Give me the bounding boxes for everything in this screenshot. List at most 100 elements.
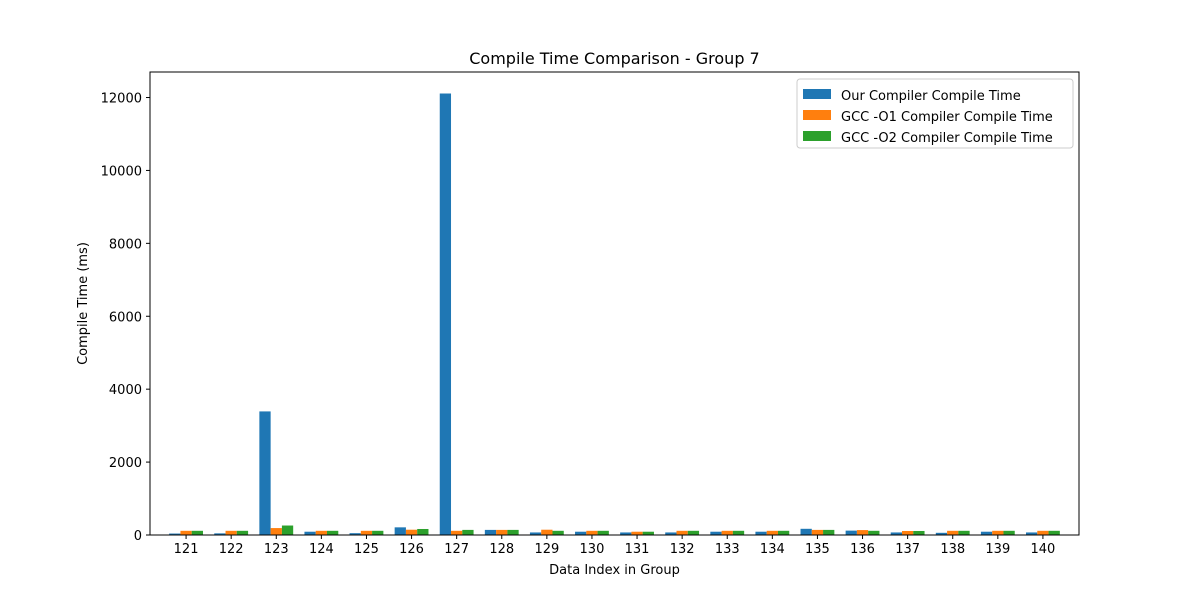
x-tick-label: 135 [805, 542, 830, 557]
x-tick-label: 131 [625, 542, 650, 557]
bar-131-series-3 [642, 531, 654, 535]
x-tick-label: 125 [354, 542, 379, 557]
bar-130-series-2 [586, 530, 598, 535]
x-tick-label: 138 [940, 542, 965, 557]
legend: Our Compiler Compile Time GCC -O1 Compile… [796, 78, 1074, 149]
bar-124-series-1 [304, 531, 316, 535]
bar-124-series-3 [327, 530, 339, 535]
bar-128-series-2 [496, 529, 508, 535]
bar-122-series-3 [236, 530, 249, 535]
bar-127-series-1 [439, 93, 452, 535]
y-tick-label: 8000 [109, 237, 142, 252]
x-tick-label: 139 [985, 542, 1010, 557]
legend-swatch [803, 110, 831, 120]
x-tick-label: 126 [399, 542, 424, 557]
x-axis-label: Data Index in Group [549, 563, 680, 578]
bar-132-series-2 [676, 530, 688, 535]
bar-133-series-2 [721, 530, 733, 535]
bar-125-series-2 [360, 530, 373, 535]
bar-131-series-2 [631, 531, 643, 535]
bar-137-series-3 [913, 530, 925, 535]
legend-swatch [803, 89, 831, 99]
x-tick-label: 122 [219, 542, 244, 557]
bar-125-series-3 [372, 530, 384, 535]
x-tick-label: 133 [715, 542, 740, 557]
bar-133-series-1 [710, 531, 722, 535]
bar-136-series-1 [845, 530, 857, 535]
y-tick-label: 12000 [101, 92, 142, 107]
x-tick-label: 129 [534, 542, 559, 557]
bar-137-series-2 [901, 530, 914, 535]
bar-129-series-2 [541, 529, 553, 535]
bar-124-series-2 [315, 530, 328, 535]
bar-127-series-2 [451, 530, 463, 535]
x-tick-label: 137 [895, 542, 920, 557]
y-axis-ticks: 0 2000 4000 6000 8000 10000 12000 [101, 92, 150, 544]
bar-121-series-2 [180, 530, 192, 535]
bar-137-series-1 [890, 532, 902, 535]
bar-134-series-1 [755, 531, 767, 535]
bar-128-series-1 [484, 529, 497, 535]
bar-138-series-3 [958, 530, 970, 535]
bar-140-series-3 [1048, 530, 1060, 535]
bar-139-series-1 [980, 531, 993, 535]
y-axis-label: Compile Time (ms) [76, 242, 91, 365]
x-tick-label: 123 [264, 542, 289, 557]
bar-134-series-3 [777, 530, 790, 535]
x-tick-label: 136 [850, 542, 875, 557]
bar-125-series-1 [349, 533, 361, 535]
y-tick-label: 0 [134, 529, 142, 544]
bar-138-series-1 [935, 532, 948, 535]
y-tick-label: 10000 [101, 164, 142, 179]
bar-132-series-1 [665, 532, 677, 535]
x-axis-ticks: 121 122 123 124 125 126 127 128 129 130 131 132 133 1… [174, 535, 1056, 557]
bar-136-series-2 [856, 530, 869, 535]
bar-140-series-2 [1037, 530, 1049, 535]
bars-group [169, 93, 1060, 535]
x-tick-label: 127 [444, 542, 469, 557]
bar-135-series-1 [800, 528, 812, 535]
legend-box [796, 78, 1074, 149]
bar-123-series-1 [259, 411, 271, 535]
bar-122-series-2 [225, 530, 237, 535]
bar-134-series-2 [766, 530, 778, 535]
plot-frame [149, 71, 1080, 536]
bar-126-series-1 [394, 527, 406, 535]
legend-label: Our Compiler Compile Time [841, 89, 1021, 104]
bar-136-series-3 [868, 530, 880, 535]
bar-139-series-3 [1003, 530, 1015, 535]
y-tick-label: 6000 [109, 310, 142, 325]
chart-title: Compile Time Comparison - Group 7 [469, 49, 759, 68]
x-tick-label: 140 [1031, 542, 1056, 557]
bar-132-series-3 [687, 530, 700, 535]
bar-122-series-1 [214, 533, 226, 535]
bar-140-series-1 [1026, 532, 1038, 535]
y-tick-label: 4000 [109, 383, 142, 398]
bar-126-series-2 [405, 529, 418, 535]
bar-139-series-2 [992, 530, 1004, 535]
bar-129-series-1 [529, 532, 542, 535]
bar-131-series-1 [620, 532, 632, 535]
x-tick-label: 121 [174, 542, 199, 557]
bar-126-series-3 [417, 528, 429, 535]
y-tick-label: 2000 [109, 456, 142, 471]
legend-label: GCC -O1 Compiler Compile Time [841, 110, 1053, 125]
bar-121-series-1 [169, 533, 181, 535]
bar-127-series-3 [462, 529, 474, 535]
bar-128-series-3 [507, 529, 519, 535]
x-tick-label: 130 [580, 542, 605, 557]
bar-135-series-3 [823, 529, 835, 535]
bar-130-series-3 [597, 530, 609, 535]
bar-138-series-2 [947, 530, 959, 535]
legend-swatch [803, 131, 831, 141]
bar-135-series-2 [811, 529, 824, 535]
x-tick-label: 134 [760, 542, 785, 557]
bar-121-series-3 [191, 530, 203, 535]
bar-130-series-1 [575, 531, 587, 535]
legend-label: GCC -O2 Compiler Compile Time [841, 131, 1053, 146]
bar-133-series-3 [732, 530, 745, 535]
x-tick-label: 124 [309, 542, 334, 557]
bar-123-series-3 [281, 525, 294, 535]
